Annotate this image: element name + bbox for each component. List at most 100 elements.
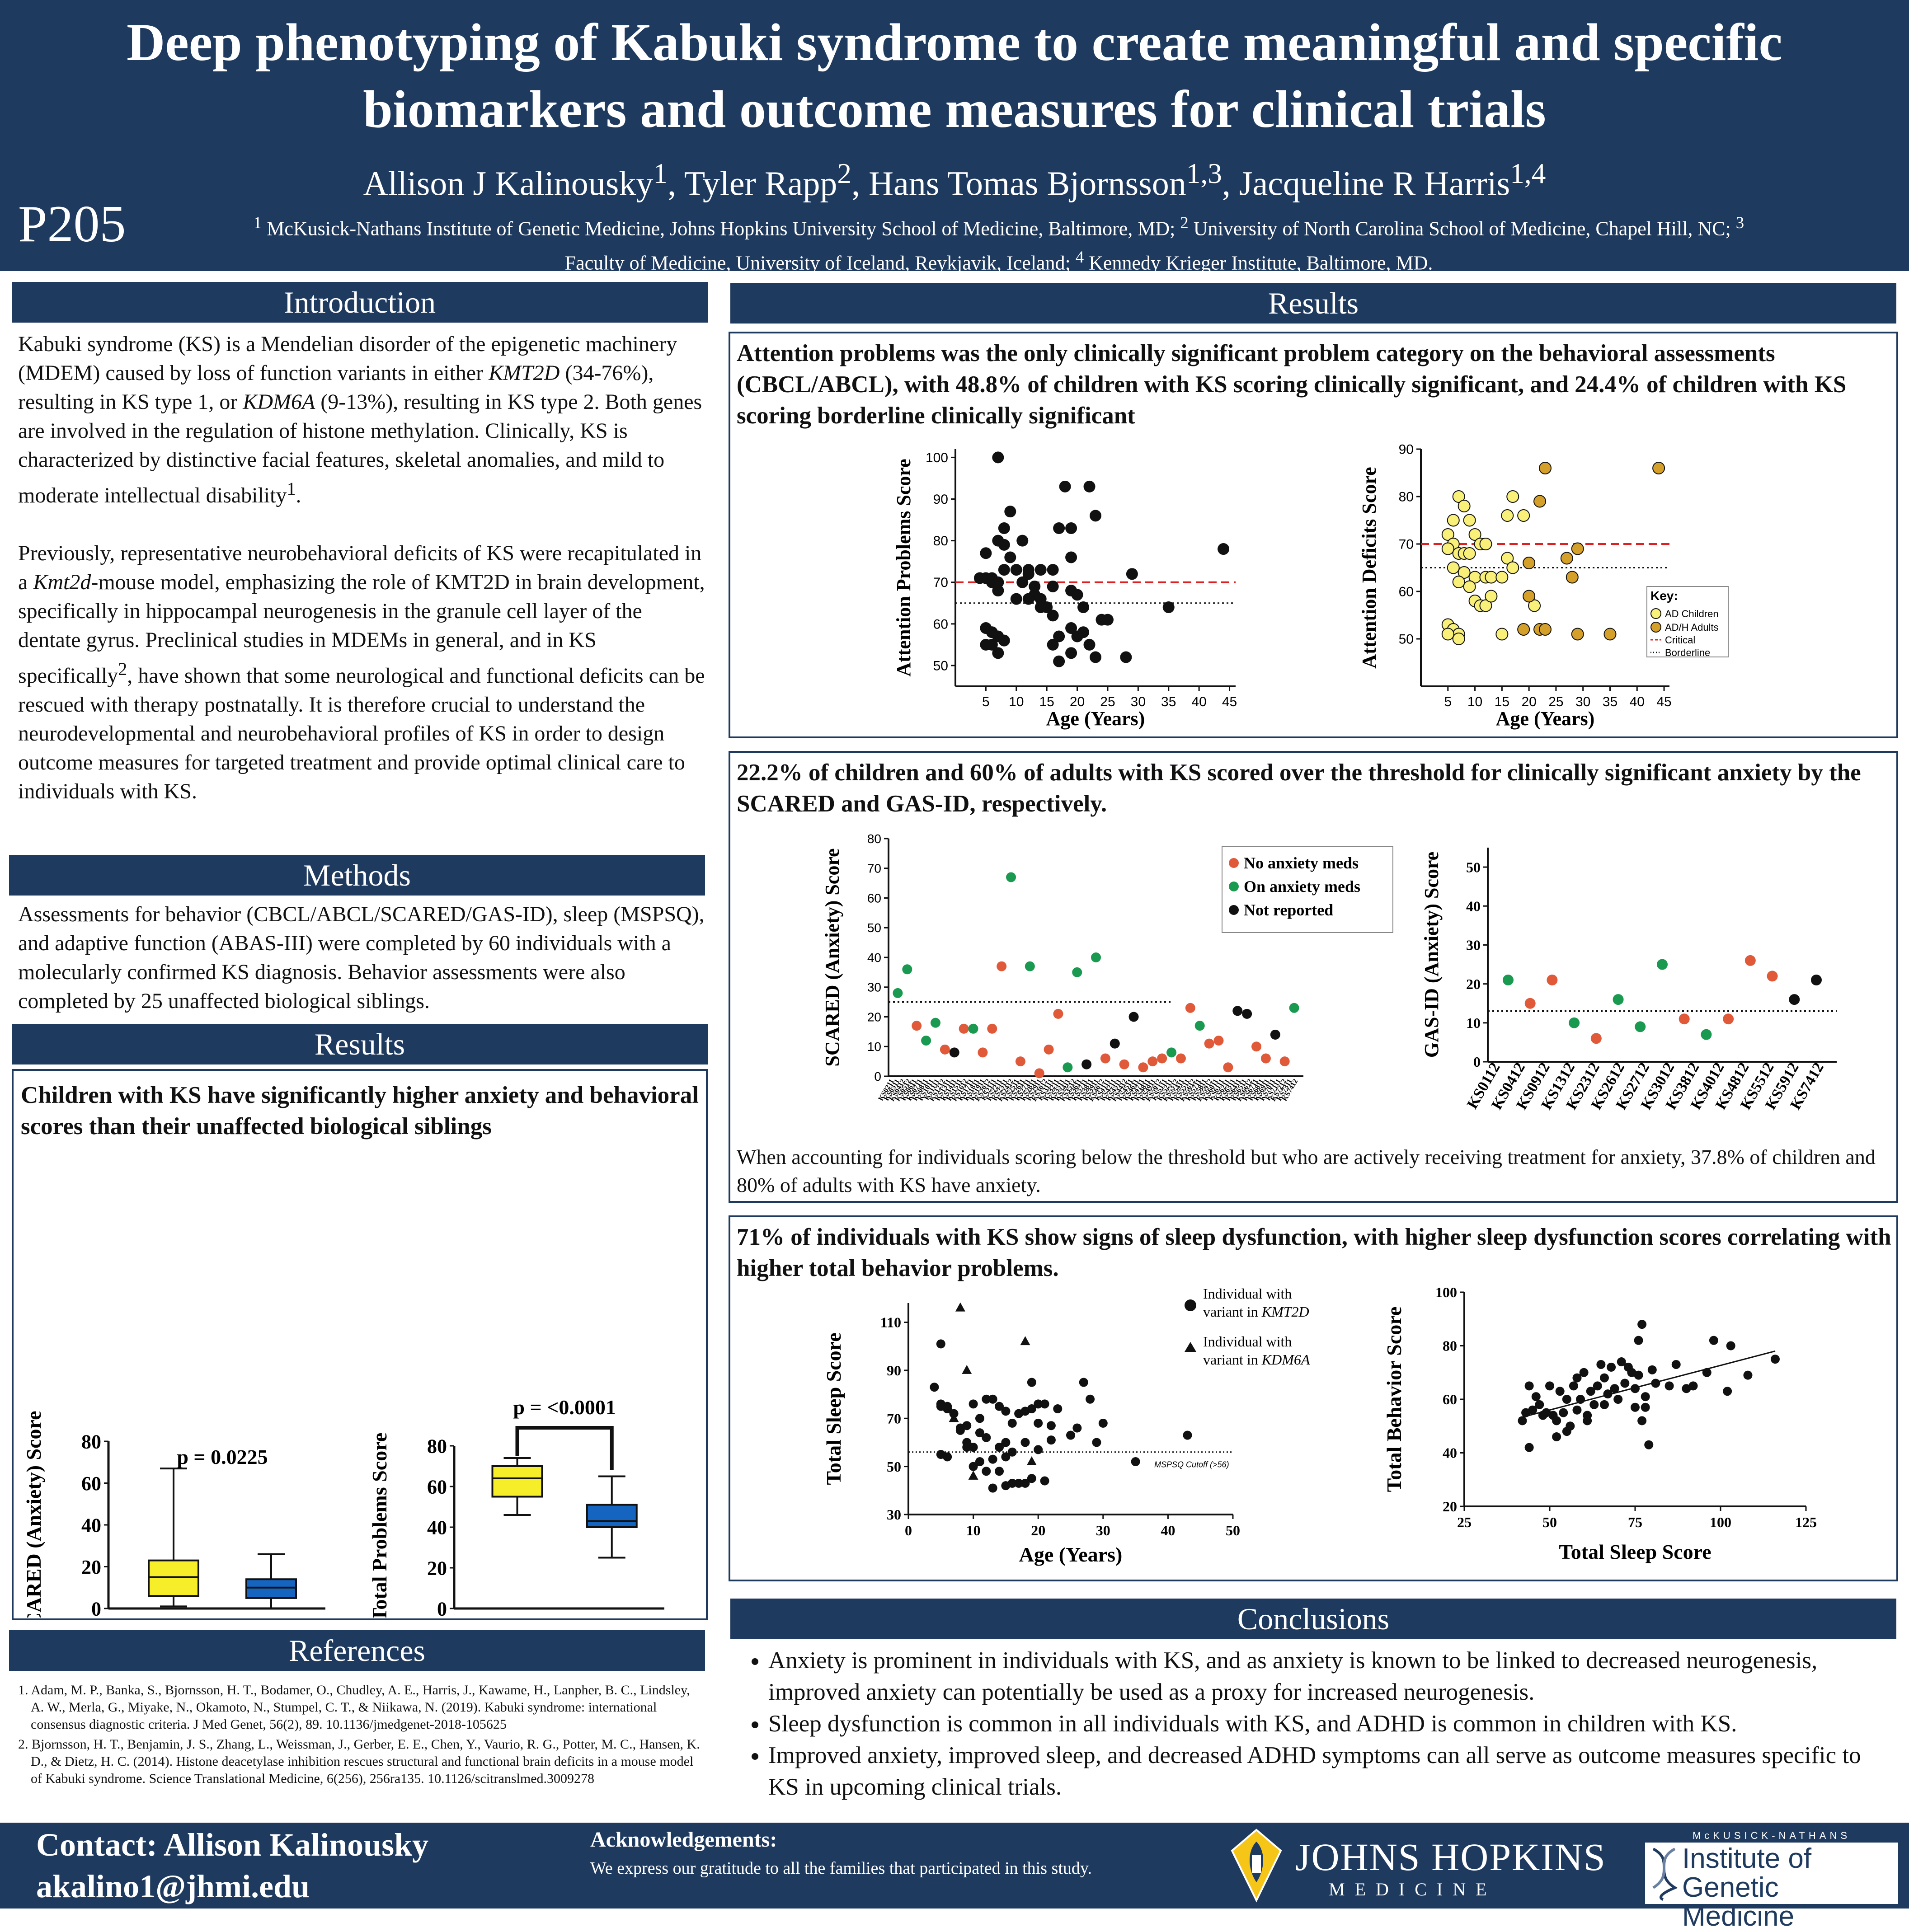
data-point [1631,1384,1640,1393]
y-tick-label: 10 [1466,1015,1481,1031]
author-name: Allison J Kalinousky [363,164,654,203]
data-point [1083,638,1096,651]
child-point [1506,490,1519,503]
data-point [1593,1381,1602,1391]
x-tick-label: 25 [1100,694,1115,709]
data-point [1090,510,1101,522]
x-tick-label: 30 [1575,694,1590,709]
data-point [1047,580,1059,592]
data-point [1599,1373,1609,1383]
x-tick-label: 40 [1630,694,1645,709]
data-point [1521,1408,1531,1417]
data-point [1603,1389,1613,1399]
y-axis-title: Attention Problems Score [893,459,915,676]
data-point [1596,1360,1606,1369]
legend-adults-label: AD/H Adults [1665,622,1719,633]
text-run: Kabuki syndrome (KS) is a Mendelian diso… [18,332,677,385]
x-tick-label: 25 [1548,694,1563,709]
data-point [1627,1368,1636,1377]
y-tick-label: 80 [933,534,948,549]
contact-email[interactable]: akalino1@jhmi.edu [36,1868,310,1904]
data-point [1044,1044,1054,1055]
data-point [1709,1336,1718,1345]
data-point [1091,952,1101,962]
legend-children-marker [1650,608,1661,619]
methods-body: Assessments for behavior (CBCL/ABCL/SCAR… [18,902,705,1013]
data-point [921,1036,931,1046]
affiliation-number: 3 [1735,213,1744,232]
child-point [1463,580,1476,593]
adult-point [1533,495,1547,508]
data-point [1637,1416,1647,1426]
affiliation-text: Faculty of Medicine, University of Icela… [564,252,1071,274]
kmt2d-point [969,1462,978,1471]
x-tick-label: 100 [1710,1514,1731,1530]
child-point [1528,599,1541,612]
data-point [1651,1379,1660,1388]
data-point [1270,1029,1280,1040]
y-tick-label: 30 [887,1506,901,1523]
y-tick-label: 30 [867,980,881,994]
data-point [1119,1059,1129,1069]
results-left-finding: Children with KS have significantly high… [21,1082,699,1140]
author-name: Tyler Rapp [684,164,837,203]
data-point [1047,638,1059,651]
x-tick-label: 75 [1628,1514,1642,1530]
contact-name: Contact: Allison Kalinousky [36,1827,429,1863]
data-point [1016,576,1029,588]
text-run: , have shown that some neurological and … [18,664,705,803]
data-point [1242,1008,1252,1019]
sleep-age-scatter: 30 50 70 90 110 0 10 20 30 40 50 Total Sleep Score A… [822,1285,1310,1566]
citation-mark: 1 [287,478,296,499]
kmt2d-point [1027,1474,1036,1483]
data-point [978,1047,988,1058]
data-point [1004,506,1016,518]
legend-kdm6a-label: variant in KDM6A [1203,1351,1310,1368]
data-point [1204,1038,1214,1049]
legend-box [1222,846,1393,933]
data-point [1789,994,1800,1005]
kmt2d-point [1034,1399,1043,1409]
data-point [1223,1062,1233,1073]
data-point [1531,1392,1541,1402]
mckusick-logo-line1: Institute of [1682,1843,1812,1874]
kmt2d-point [1040,1399,1049,1409]
author-affiliation-mark: 2 [837,158,852,189]
legend-borderline-label: Borderline [1665,647,1710,658]
data-point [1671,1360,1681,1369]
data-point [1034,593,1047,605]
data-point [1077,626,1090,638]
results-heading-right: Results [730,283,1896,324]
gene-name: Kmt2d [33,570,91,594]
kmt2d-point [1092,1438,1101,1447]
kmt2d-point [1001,1438,1011,1447]
conclusions-list: Anxiety is prominent in individuals with… [737,1645,1894,1803]
data-point [1006,872,1016,882]
data-point [1101,614,1114,626]
kmt2d-point [1072,1423,1082,1433]
y-axis-title: Attention Deficits Score [1358,467,1380,668]
data-point [1518,1416,1527,1426]
data-point [1617,1357,1626,1367]
child-point [1452,633,1465,645]
legend-gene-name: KMT2D [1261,1304,1309,1320]
data-point [959,1023,969,1034]
y-tick-label: 80 [867,832,881,846]
data-point [1034,564,1047,576]
y-tick-label: 0 [91,1598,101,1618]
y-tick-label: 0 [1473,1054,1481,1070]
child-point [1468,528,1481,541]
data-point [1569,1381,1578,1391]
adult-point [1539,462,1552,474]
kdm6a-point [968,1470,978,1480]
author-list: Allison J Kalinousky1, Tyler Rapp2, Hans… [363,158,1546,203]
data-point [1610,1384,1619,1393]
kmt2d-point [995,1443,1004,1452]
data-point [1576,1395,1585,1404]
legend-label: Not reported [1244,901,1333,919]
data-point [1016,535,1029,547]
johns-hopkins-name: JOHNS HOPKINS [1295,1835,1606,1879]
